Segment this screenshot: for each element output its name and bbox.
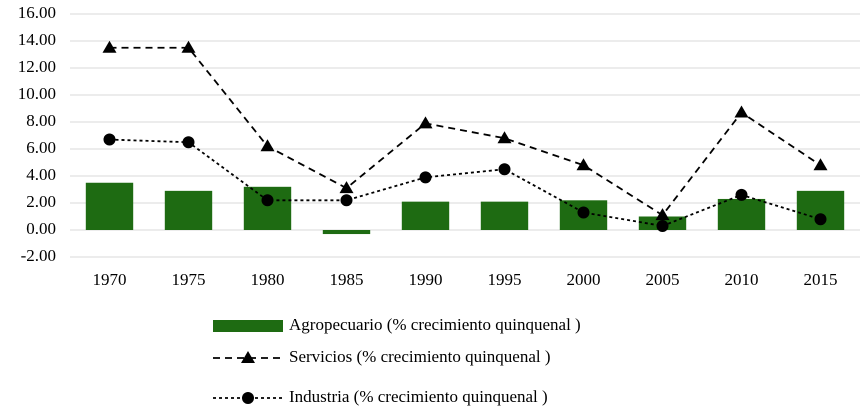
y-tick-label: 10.00 — [18, 84, 56, 103]
bar — [717, 198, 766, 230]
marker — [576, 158, 591, 171]
legend-marker — [241, 351, 255, 363]
bar — [243, 186, 292, 230]
marker — [182, 136, 195, 149]
y-tick-label: 16.00 — [18, 3, 56, 22]
legend-swatch — [213, 320, 283, 332]
y-tick-label: 12.00 — [18, 57, 56, 76]
legend-marker — [242, 392, 254, 404]
legend-label: Agropecuario (% crecimiento quinquenal ) — [289, 315, 581, 334]
marker — [498, 163, 511, 176]
x-tick-label: 2000 — [567, 270, 601, 289]
marker — [181, 40, 196, 53]
y-tick-label: 14.00 — [18, 30, 56, 49]
line — [109, 46, 821, 217]
marker — [419, 171, 432, 184]
marker — [103, 133, 116, 146]
legend-label: Servicios (% crecimiento quinquenal ) — [289, 347, 551, 366]
y-tick-label: 8.00 — [26, 111, 56, 130]
marker — [260, 139, 275, 152]
x-tick-label: 1980 — [251, 270, 285, 289]
bar — [401, 201, 450, 230]
x-tick-label: 1985 — [330, 270, 364, 289]
marker — [418, 116, 433, 129]
marker — [339, 181, 354, 194]
marker — [340, 194, 353, 207]
y-tick-label: 0.00 — [26, 219, 56, 238]
x-tick-label: 2010 — [725, 270, 759, 289]
bar — [322, 230, 371, 235]
x-tick-label: 2015 — [804, 270, 838, 289]
marker — [261, 194, 274, 207]
marker — [813, 158, 828, 171]
x-tick-label: 1970 — [93, 270, 127, 289]
marker — [577, 206, 590, 219]
x-tick-label: 2005 — [646, 270, 680, 289]
y-tick-label: -2.00 — [21, 246, 56, 265]
line — [109, 138, 821, 227]
marker — [656, 219, 669, 232]
legend-label: Industria (% crecimiento quinquenal ) — [289, 387, 548, 406]
bar — [480, 201, 529, 230]
y-tick-label: 2.00 — [26, 192, 56, 211]
y-tick-label: 4.00 — [26, 165, 56, 184]
x-tick-label: 1990 — [409, 270, 443, 289]
x-tick-label: 1995 — [488, 270, 522, 289]
bar — [164, 190, 213, 230]
x-tick-label: 1975 — [172, 270, 206, 289]
marker — [497, 131, 512, 144]
marker — [102, 40, 117, 53]
marker — [734, 105, 749, 118]
marker — [735, 188, 748, 201]
marker — [655, 208, 670, 221]
bar — [85, 182, 134, 230]
marker — [814, 213, 827, 226]
y-tick-label: 6.00 — [26, 138, 56, 157]
